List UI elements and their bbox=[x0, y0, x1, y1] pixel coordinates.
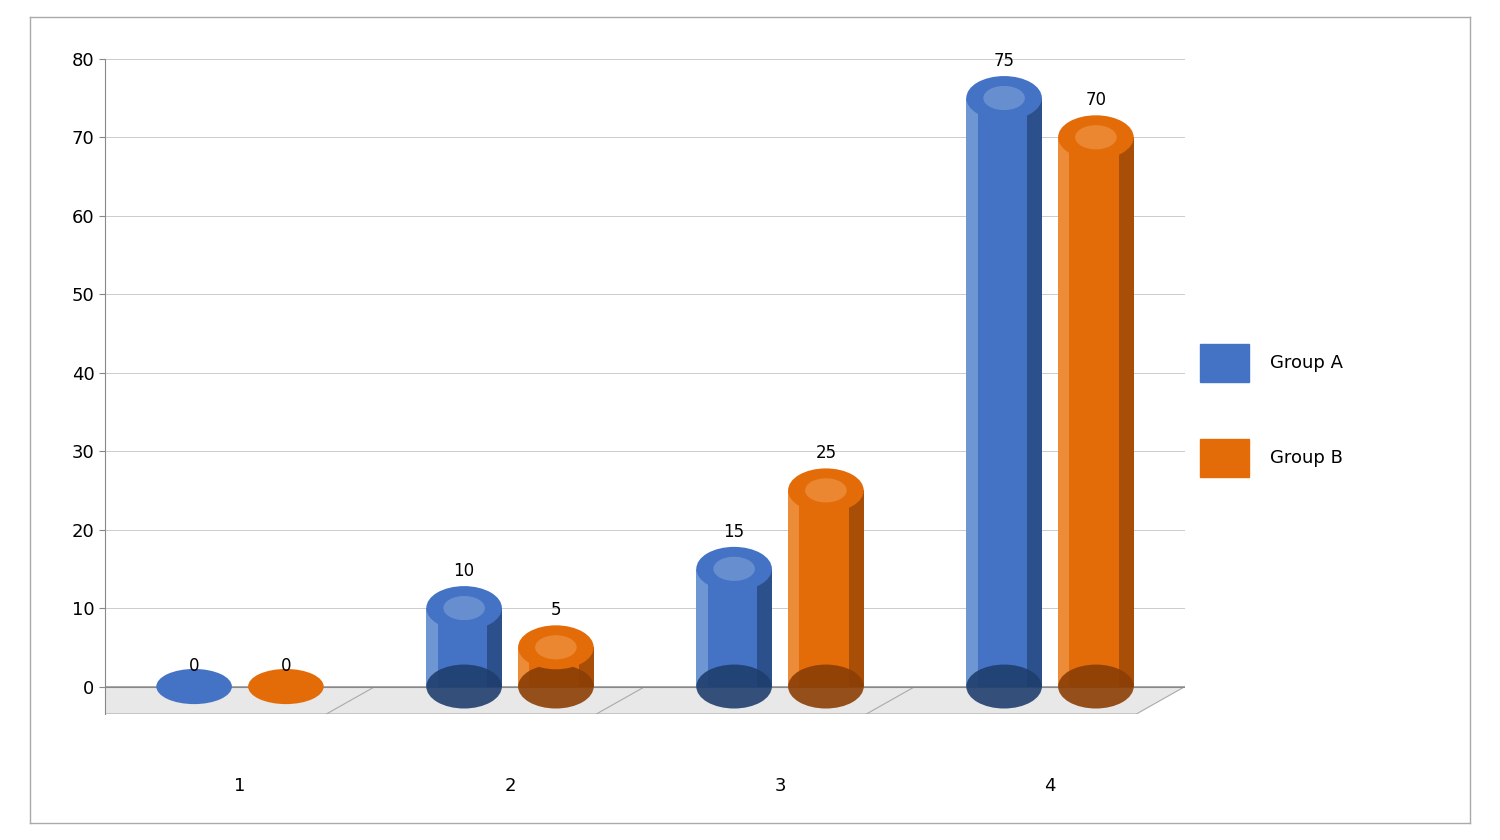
Ellipse shape bbox=[966, 664, 1042, 708]
Ellipse shape bbox=[966, 76, 1042, 120]
Ellipse shape bbox=[1076, 125, 1116, 150]
Ellipse shape bbox=[248, 669, 324, 704]
Text: 5: 5 bbox=[550, 601, 561, 619]
Bar bbox=[966, 98, 978, 686]
Bar bbox=[579, 648, 594, 686]
Bar bbox=[518, 648, 594, 686]
Ellipse shape bbox=[984, 86, 1024, 110]
Ellipse shape bbox=[156, 669, 232, 704]
Ellipse shape bbox=[426, 586, 502, 630]
Bar bbox=[488, 608, 502, 686]
Polygon shape bbox=[57, 686, 1185, 714]
Bar bbox=[518, 648, 530, 686]
Ellipse shape bbox=[1058, 664, 1134, 708]
Ellipse shape bbox=[806, 478, 846, 502]
Ellipse shape bbox=[696, 547, 772, 591]
Bar bbox=[788, 491, 800, 686]
Text: 0: 0 bbox=[280, 657, 291, 675]
Bar bbox=[1058, 137, 1134, 686]
Ellipse shape bbox=[788, 469, 864, 512]
Ellipse shape bbox=[426, 664, 502, 708]
Bar bbox=[1028, 98, 1042, 686]
Ellipse shape bbox=[518, 625, 594, 669]
Text: 70: 70 bbox=[1086, 91, 1107, 109]
Text: Group A: Group A bbox=[1270, 354, 1342, 372]
Bar bbox=[696, 569, 708, 686]
Bar bbox=[758, 569, 772, 686]
Ellipse shape bbox=[788, 664, 864, 708]
Ellipse shape bbox=[714, 557, 754, 581]
Bar bbox=[1119, 137, 1134, 686]
Bar bbox=[849, 491, 864, 686]
Text: 75: 75 bbox=[993, 52, 1014, 70]
Bar bbox=[1200, 344, 1248, 382]
Bar bbox=[426, 608, 438, 686]
Text: 10: 10 bbox=[453, 562, 474, 580]
Ellipse shape bbox=[696, 664, 772, 708]
Text: 15: 15 bbox=[723, 522, 744, 541]
Bar bbox=[1200, 438, 1248, 476]
Text: Group B: Group B bbox=[1270, 449, 1342, 467]
Bar bbox=[1058, 137, 1070, 686]
Ellipse shape bbox=[444, 596, 485, 620]
Ellipse shape bbox=[1058, 115, 1134, 160]
Bar bbox=[696, 569, 772, 686]
Bar bbox=[788, 491, 864, 686]
Ellipse shape bbox=[536, 635, 576, 659]
Ellipse shape bbox=[518, 664, 594, 708]
Bar bbox=[966, 98, 1042, 686]
Text: 0: 0 bbox=[189, 657, 200, 675]
Text: 25: 25 bbox=[816, 444, 837, 462]
Bar bbox=[426, 608, 502, 686]
